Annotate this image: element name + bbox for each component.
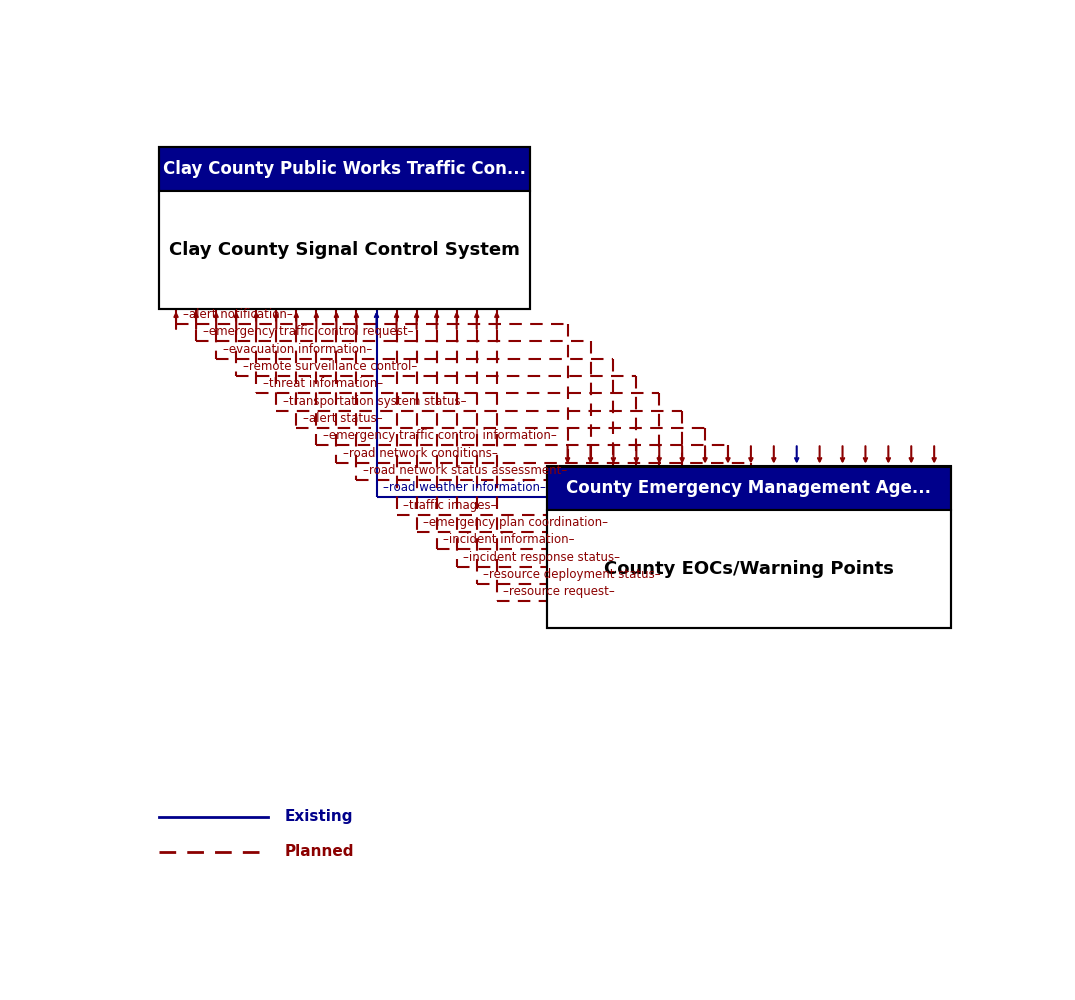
Text: –emergency traffic control information–: –emergency traffic control information– — [322, 429, 557, 442]
Text: –incident information–: –incident information– — [443, 533, 575, 546]
Text: –emergency plan coordination–: –emergency plan coordination– — [424, 516, 608, 529]
Text: Planned: Planned — [284, 844, 354, 859]
Text: –remote surveillance control–: –remote surveillance control– — [243, 360, 417, 373]
Text: –evacuation information–: –evacuation information– — [223, 343, 372, 356]
Text: –road network status assessment–: –road network status assessment– — [363, 464, 568, 477]
Text: County EOCs/Warning Points: County EOCs/Warning Points — [604, 560, 893, 578]
Text: –alert status–: –alert status– — [303, 412, 383, 425]
Text: –resource request–: –resource request– — [503, 585, 615, 598]
Text: County Emergency Management Age...: County Emergency Management Age... — [567, 479, 931, 497]
Text: Existing: Existing — [284, 809, 353, 824]
Text: –road network conditions–: –road network conditions– — [343, 447, 498, 460]
Bar — [159, 191, 530, 309]
Text: –road weather information–: –road weather information– — [383, 481, 546, 494]
Text: –emergency traffic control request–: –emergency traffic control request– — [203, 325, 413, 338]
Text: –alert notification–: –alert notification– — [183, 308, 292, 321]
Text: –transportation system status–: –transportation system status– — [283, 395, 467, 408]
Text: Clay County Signal Control System: Clay County Signal Control System — [169, 241, 520, 259]
Bar — [159, 147, 530, 309]
Text: –traffic images–: –traffic images– — [403, 499, 497, 512]
Text: –incident response status–: –incident response status– — [463, 551, 620, 564]
Text: –resource deployment status–: –resource deployment status– — [484, 568, 661, 581]
Text: –threat information–: –threat information– — [263, 377, 383, 390]
Bar — [547, 510, 951, 628]
Bar — [547, 466, 951, 510]
Bar — [159, 147, 530, 191]
Text: Clay County Public Works Traffic Con...: Clay County Public Works Traffic Con... — [163, 160, 527, 178]
Bar — [547, 466, 951, 628]
